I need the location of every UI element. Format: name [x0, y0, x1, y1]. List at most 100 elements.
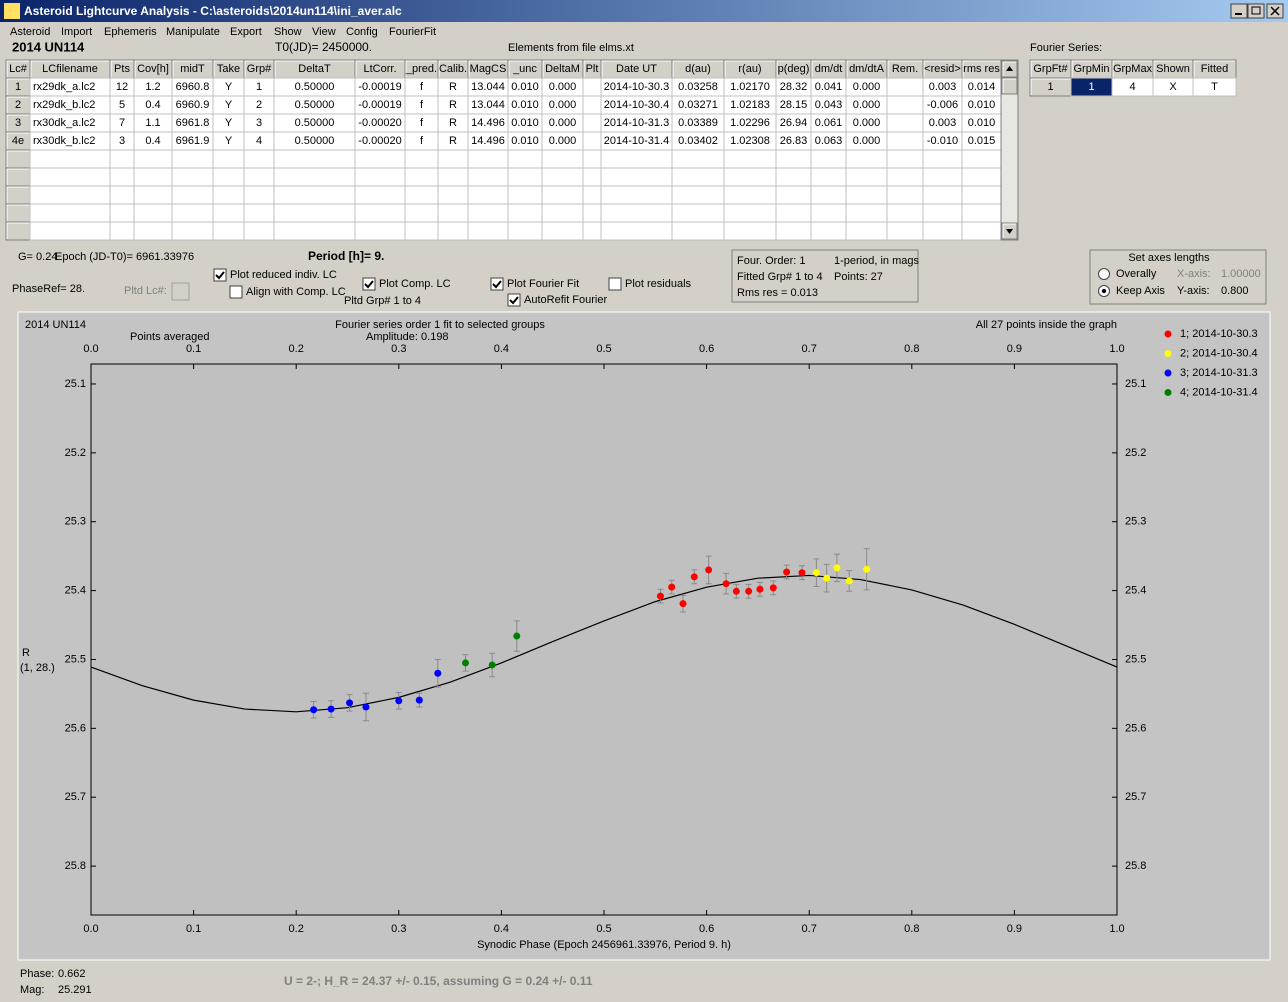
x-tick-label-top: 0.4	[494, 343, 509, 355]
cell-text: 0.03402	[678, 135, 718, 147]
cell	[404, 167, 439, 187]
menu-item[interactable]: Ephemeris	[104, 26, 157, 38]
app-icon	[4, 3, 20, 19]
checkbox-label[interactable]: AutoRefit Fourier	[524, 294, 607, 306]
cell	[273, 203, 356, 223]
cell-text: 5	[119, 99, 125, 111]
row-header-hilite	[6, 204, 29, 221]
data-point	[690, 573, 698, 581]
checkbox[interactable]	[608, 277, 622, 291]
checkbox-label[interactable]: Plot residuals	[625, 278, 692, 290]
cell	[845, 221, 888, 241]
maximize-button[interactable]	[1247, 3, 1265, 19]
column-header-label: Rem.	[892, 63, 918, 75]
cell-text: 1.02308	[730, 135, 770, 147]
axes-frame	[1089, 249, 1267, 305]
y-axis-value: 0.800	[1221, 285, 1249, 297]
cell	[886, 221, 924, 241]
cell	[507, 185, 543, 205]
cell-text: 0.50000	[295, 117, 335, 129]
checkbox[interactable]	[507, 293, 521, 307]
cell-text: 0.03258	[678, 81, 718, 93]
row-header-label: 1	[15, 81, 21, 93]
checkbox[interactable]	[490, 277, 504, 291]
cell-text: 0.50000	[295, 99, 335, 111]
checkboxes: Plot reduced indiv. LC Align with Comp. L…	[213, 268, 692, 307]
cell	[775, 203, 812, 223]
legend-label: 3; 2014-10-31.3	[1180, 367, 1258, 379]
cell	[775, 185, 812, 205]
cell-text: 2014-10-31.3	[604, 117, 669, 129]
cell-text: -0.010	[927, 135, 958, 147]
checkbox[interactable]	[229, 285, 243, 299]
column-header-label: MagCS	[470, 63, 507, 75]
minimize-button[interactable]	[1230, 3, 1248, 19]
cell	[961, 221, 1002, 241]
data-point	[863, 565, 871, 573]
cell	[273, 149, 356, 169]
cell	[133, 185, 173, 205]
scrollbar-track	[1000, 59, 1019, 241]
menu-item[interactable]: Import	[61, 26, 92, 38]
cell-text: Y	[225, 81, 233, 93]
menu-item[interactable]: Asteroid	[10, 26, 50, 38]
cell-text: 26.83	[780, 135, 808, 147]
column-header-hilite	[438, 60, 467, 77]
cell-text: 26.94	[780, 117, 808, 129]
checkbox-label[interactable]: Plot reduced indiv. LC	[230, 269, 337, 281]
column-header-label: Grp#	[247, 63, 272, 75]
cell	[582, 185, 602, 205]
menu-item[interactable]: View	[312, 26, 336, 38]
column-header-hilite	[583, 60, 600, 77]
checkmark	[215, 271, 225, 280]
mag-label: Mag:	[20, 984, 44, 996]
checkbox-label[interactable]: Align with Comp. LC	[246, 286, 346, 298]
radio-label[interactable]: Keep Axis	[1116, 285, 1165, 297]
column-header-label: Pts	[114, 63, 130, 75]
cell-text: f	[420, 81, 424, 93]
checkbox[interactable]	[213, 268, 227, 282]
x-tick-label-top: 0.6	[699, 343, 714, 355]
menu-item[interactable]: Export	[230, 26, 262, 38]
cell	[133, 167, 173, 187]
menu-item[interactable]: Show	[274, 26, 302, 38]
x-tick-label: 0.4	[494, 923, 509, 935]
cell	[133, 149, 173, 169]
data-point	[346, 699, 354, 707]
cell	[582, 221, 602, 241]
y-tick-label: 25.6	[65, 722, 86, 734]
checkbox[interactable]	[362, 277, 376, 291]
checkbox-label[interactable]: Plot Comp. LC	[379, 278, 451, 290]
checkmark	[492, 280, 502, 289]
cell	[886, 113, 924, 133]
column-header-hilite	[468, 60, 507, 77]
pltd-lc-spinner[interactable]	[171, 282, 190, 301]
column-header-hilite	[846, 60, 886, 77]
cell	[109, 185, 135, 205]
window-title: Asteroid Lightcurve Analysis - C:\astero…	[24, 4, 402, 18]
checkbox-label[interactable]: Plot Fourier Fit	[507, 278, 579, 290]
fit-info: Fitted Grp# 1 to 4	[737, 271, 823, 283]
menu-item[interactable]: Config	[346, 26, 378, 38]
cell-text: 0.010	[511, 81, 539, 93]
column-header-label: Take	[217, 63, 240, 75]
cell	[273, 185, 356, 205]
radio[interactable]	[1098, 268, 1110, 280]
cell-text: 0.010	[511, 135, 539, 147]
row-header-hilite	[6, 186, 29, 203]
cell-text: 2014-10-30.4	[604, 99, 669, 111]
menu-item[interactable]: FourierFit	[389, 26, 436, 38]
cell	[171, 167, 214, 187]
cell	[886, 203, 924, 223]
fourier-header-hilite	[1071, 60, 1111, 77]
cell	[171, 203, 214, 223]
column-header-label: Cov[h]	[137, 63, 169, 75]
cell	[507, 221, 543, 241]
menu-item[interactable]: Manipulate	[166, 26, 220, 38]
cell	[810, 185, 847, 205]
cell-text: 0.003	[929, 117, 957, 129]
data-point	[488, 661, 496, 669]
radio-label[interactable]: Overally	[1116, 268, 1157, 280]
data-point	[668, 583, 676, 591]
cell	[775, 221, 812, 241]
